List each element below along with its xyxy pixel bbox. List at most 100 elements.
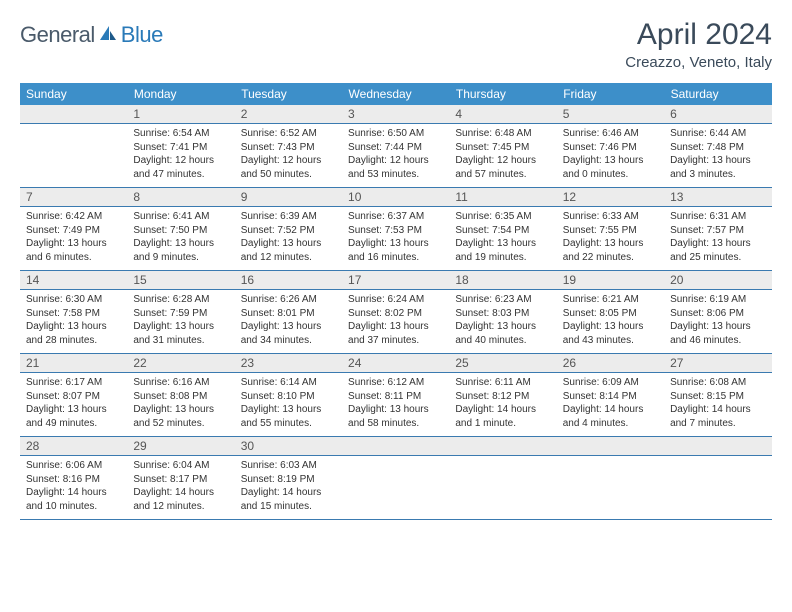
- daylight-text-2: and 31 minutes.: [133, 334, 228, 348]
- sunset-text: Sunset: 7:52 PM: [241, 224, 336, 238]
- sunset-text: Sunset: 7:43 PM: [241, 141, 336, 155]
- day-content-cell: Sunrise: 6:39 AMSunset: 7:52 PMDaylight:…: [235, 207, 342, 271]
- daylight-text-1: Daylight: 14 hours: [670, 403, 765, 417]
- weekday-header: Saturday: [664, 83, 771, 105]
- sunset-text: Sunset: 8:07 PM: [26, 390, 121, 404]
- weekday-header: Thursday: [449, 83, 556, 105]
- day-content-cell: Sunrise: 6:37 AMSunset: 7:53 PMDaylight:…: [342, 207, 449, 271]
- sunrise-text: Sunrise: 6:46 AM: [563, 127, 658, 141]
- day-content-cell: Sunrise: 6:19 AMSunset: 8:06 PMDaylight:…: [664, 290, 771, 354]
- daylight-text-1: Daylight: 13 hours: [348, 403, 443, 417]
- daylight-text-1: Daylight: 14 hours: [455, 403, 550, 417]
- day-number-cell: [557, 437, 664, 456]
- weekday-header: Tuesday: [235, 83, 342, 105]
- daylight-text-1: Daylight: 12 hours: [348, 154, 443, 168]
- sunrise-text: Sunrise: 6:31 AM: [670, 210, 765, 224]
- day-content-cell: Sunrise: 6:11 AMSunset: 8:12 PMDaylight:…: [449, 373, 556, 437]
- daylight-text-1: Daylight: 13 hours: [348, 320, 443, 334]
- sunrise-text: Sunrise: 6:35 AM: [455, 210, 550, 224]
- sunrise-text: Sunrise: 6:37 AM: [348, 210, 443, 224]
- day-content-cell: Sunrise: 6:42 AMSunset: 7:49 PMDaylight:…: [20, 207, 127, 271]
- day-number-cell: 14: [20, 271, 127, 290]
- sunset-text: Sunset: 8:14 PM: [563, 390, 658, 404]
- daylight-text-2: and 46 minutes.: [670, 334, 765, 348]
- day-number-cell: 12: [557, 188, 664, 207]
- daylight-text-2: and 49 minutes.: [26, 417, 121, 431]
- daylight-text-2: and 50 minutes.: [241, 168, 336, 182]
- daylight-text-1: Daylight: 12 hours: [455, 154, 550, 168]
- daylight-text-2: and 1 minute.: [455, 417, 550, 431]
- sunset-text: Sunset: 8:06 PM: [670, 307, 765, 321]
- sunrise-text: Sunrise: 6:52 AM: [241, 127, 336, 141]
- sunrise-text: Sunrise: 6:23 AM: [455, 293, 550, 307]
- daylight-text-2: and 15 minutes.: [241, 500, 336, 514]
- sunset-text: Sunset: 8:01 PM: [241, 307, 336, 321]
- day-content-cell: Sunrise: 6:06 AMSunset: 8:16 PMDaylight:…: [20, 456, 127, 520]
- day-content-cell: [449, 456, 556, 520]
- day-content-cell: Sunrise: 6:04 AMSunset: 8:17 PMDaylight:…: [127, 456, 234, 520]
- daylight-text-2: and 53 minutes.: [348, 168, 443, 182]
- day-number-cell: 2: [235, 105, 342, 124]
- day-number-cell: [664, 437, 771, 456]
- day-content-cell: Sunrise: 6:28 AMSunset: 7:59 PMDaylight:…: [127, 290, 234, 354]
- brand-sail-icon: [98, 24, 118, 47]
- daylight-text-2: and 52 minutes.: [133, 417, 228, 431]
- sunset-text: Sunset: 8:05 PM: [563, 307, 658, 321]
- day-content-row: Sunrise: 6:30 AMSunset: 7:58 PM Daylight:…: [20, 290, 772, 354]
- sunrise-text: Sunrise: 6:08 AM: [670, 376, 765, 390]
- day-content-cell: Sunrise: 6:21 AMSunset: 8:05 PMDaylight:…: [557, 290, 664, 354]
- daylight-text-2: and 25 minutes.: [670, 251, 765, 265]
- daylight-text-1: Daylight: 13 hours: [670, 320, 765, 334]
- day-content-cell: Sunrise: 6:17 AMSunset: 8:07 PMDaylight:…: [20, 373, 127, 437]
- daylight-text-2: and 10 minutes.: [26, 500, 121, 514]
- day-number-cell: 15: [127, 271, 234, 290]
- day-number-cell: [20, 105, 127, 124]
- day-number-cell: 26: [557, 354, 664, 373]
- day-content-cell: Sunrise: 6:33 AMSunset: 7:55 PMDaylight:…: [557, 207, 664, 271]
- daylight-text-2: and 55 minutes.: [241, 417, 336, 431]
- sunset-text: Sunset: 8:17 PM: [133, 473, 228, 487]
- sunrise-text: Sunrise: 6:30 AM: [26, 293, 121, 307]
- day-content-cell: [557, 456, 664, 520]
- calendar-header-row: SundayMondayTuesdayWednesdayThursdayFrid…: [20, 83, 772, 105]
- day-number-cell: [449, 437, 556, 456]
- weekday-header: Monday: [127, 83, 234, 105]
- day-content-cell: Sunrise: 6:12 AMSunset: 8:11 PMDaylight:…: [342, 373, 449, 437]
- daylight-text-1: Daylight: 13 hours: [455, 237, 550, 251]
- sunset-text: Sunset: 7:54 PM: [455, 224, 550, 238]
- day-content-cell: Sunrise: 6:54 AMSunset: 7:41 PMDaylight:…: [127, 124, 234, 188]
- sunrise-text: Sunrise: 6:39 AM: [241, 210, 336, 224]
- daylight-text-1: Daylight: 13 hours: [133, 403, 228, 417]
- day-content-cell: Sunrise: 6:46 AMSunset: 7:46 PMDaylight:…: [557, 124, 664, 188]
- day-content-cell: [664, 456, 771, 520]
- day-content-cell: [20, 124, 127, 188]
- day-number-cell: 18: [449, 271, 556, 290]
- day-content-cell: Sunrise: 6:14 AMSunset: 8:10 PMDaylight:…: [235, 373, 342, 437]
- day-number-cell: 9: [235, 188, 342, 207]
- sunrise-text: Sunrise: 6:54 AM: [133, 127, 228, 141]
- day-content-row: Sunrise: 6:54 AMSunset: 7:41 PMDaylight:…: [20, 124, 772, 188]
- daylight-text-2: and 9 minutes.: [133, 251, 228, 265]
- day-content-cell: Sunrise: 6:48 AMSunset: 7:45 PMDaylight:…: [449, 124, 556, 188]
- sunrise-text: Sunrise: 6:44 AM: [670, 127, 765, 141]
- day-number-cell: 20: [664, 271, 771, 290]
- day-content-cell: Sunrise: 6:30 AMSunset: 7:58 PMDaylight:…: [20, 290, 127, 354]
- day-number-cell: 21: [20, 354, 127, 373]
- weekday-header: Sunday: [20, 83, 127, 105]
- sunset-text: Sunset: 7:58 PM: [26, 307, 121, 321]
- day-content-row: Sunrise: 6:42 AMSunset: 7:49 PMDaylight:…: [20, 207, 772, 271]
- sunrise-text: Sunrise: 6:48 AM: [455, 127, 550, 141]
- daylight-text-1: Daylight: 13 hours: [563, 154, 658, 168]
- sunset-text: Sunset: 8:03 PM: [455, 307, 550, 321]
- day-content-cell: Sunrise: 6:09 AMSunset: 8:14 PMDaylight:…: [557, 373, 664, 437]
- daylight-text-2: and 6 minutes.: [26, 251, 121, 265]
- day-number-cell: 17: [342, 271, 449, 290]
- daylight-text-2: and 40 minutes.: [455, 334, 550, 348]
- daylight-text-1: Daylight: 13 hours: [563, 237, 658, 251]
- sunrise-text: Sunrise: 6:11 AM: [455, 376, 550, 390]
- day-content-cell: [342, 456, 449, 520]
- sunrise-text: Sunrise: 6:50 AM: [348, 127, 443, 141]
- daylight-text-2: and 12 minutes.: [241, 251, 336, 265]
- sunrise-text: Sunrise: 6:04 AM: [133, 459, 228, 473]
- month-title: April 2024: [625, 18, 772, 52]
